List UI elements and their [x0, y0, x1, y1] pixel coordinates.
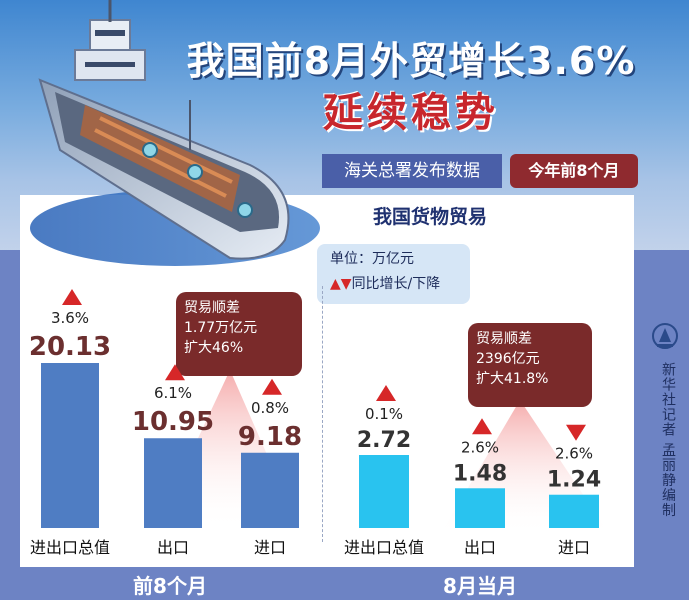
ytd-category-label-0: 进出口总值 [30, 538, 110, 557]
aug-bar-1 [455, 488, 505, 528]
ytd-direction-up-icon-2 [262, 378, 282, 395]
aug-category-label-2: 进口 [558, 538, 590, 557]
ytd-category-label-1: 出口 [157, 538, 189, 557]
aug-bar-2 [549, 494, 599, 528]
section-divider [322, 286, 323, 542]
aug-direction-down-icon-2 [566, 424, 586, 441]
legend-down-icon: ▼ [340, 276, 352, 292]
aug-value-label-2: 1.24 [547, 468, 601, 493]
legend-up-icon: ▲ [330, 276, 341, 292]
aug-growth-label-0: 0.1% [365, 405, 403, 423]
callout-left-line3: 扩大46% [184, 340, 244, 356]
legend-box [317, 244, 470, 304]
chart-title: 我国货物贸易 [372, 206, 487, 228]
aug-value-label-0: 2.72 [357, 428, 411, 453]
aug-bar-0 [359, 455, 409, 528]
aug-direction-up-icon-0 [376, 385, 396, 401]
ytd-bar-1 [144, 438, 202, 528]
cargo-ship-illustration [30, 0, 320, 266]
trade-surplus-callout-left: 贸易顺差 1.77万亿元 扩大46% [176, 292, 302, 376]
ytd-value-label-0: 20.13 [29, 332, 111, 362]
section-label-right: 8月当月 [443, 574, 517, 598]
page-subtitle: 延续稳势 [323, 90, 499, 136]
ytd-growth-label-2: 0.8% [251, 399, 289, 417]
legend-text: 同比增长/下降 [351, 276, 441, 292]
aug-category-label-0: 进出口总值 [344, 538, 424, 557]
section-label-left: 前8个月 [133, 574, 207, 598]
ytd-value-label-1: 10.95 [132, 407, 214, 437]
ytd-growth-label-1: 6.1% [154, 384, 192, 402]
ytd-growth-label-0: 3.6% [51, 309, 89, 327]
aug-value-label-1: 1.48 [453, 461, 507, 486]
period-badge: 今年前8个月 [510, 154, 638, 188]
aug-direction-up-icon-1 [472, 418, 492, 435]
ytd-category-label-2: 进口 [254, 538, 286, 557]
callout-left-line2: 1.77万亿元 [184, 320, 258, 336]
aug-category-label-1: 出口 [464, 538, 496, 557]
unit-label: 单位：万亿元 [330, 251, 414, 267]
aug-growth-label-2: 2.6% [555, 445, 593, 463]
aug-growth-label-1: 2.6% [461, 438, 499, 456]
trade-surplus-callout-right: 贸易顺差 2396亿元 扩大41.8% [468, 323, 592, 407]
callout-right-line2: 2396亿元 [476, 351, 540, 367]
callout-right-line1: 贸易顺差 [476, 331, 532, 347]
ytd-bar-2 [241, 452, 299, 528]
credit-text: 新华社记者 孟丽静编制 [660, 362, 676, 518]
ytd-direction-up-icon-1 [165, 364, 185, 381]
legend-label: ▲▼同比增长/下降 [330, 273, 440, 293]
ytd-direction-up-icon-0 [62, 289, 82, 305]
ytd-bar-0 [41, 363, 99, 528]
page-title: 我国前8月外贸增长3.6% [186, 39, 636, 83]
xinhua-logo-icon [652, 323, 678, 349]
source-badge: 海关总署发布数据 [322, 154, 502, 188]
footer-band [20, 567, 634, 600]
callout-right-line3: 扩大41.8% [476, 371, 549, 387]
callout-left-line1: 贸易顺差 [184, 300, 240, 316]
ytd-value-label-2: 9.18 [238, 422, 302, 452]
